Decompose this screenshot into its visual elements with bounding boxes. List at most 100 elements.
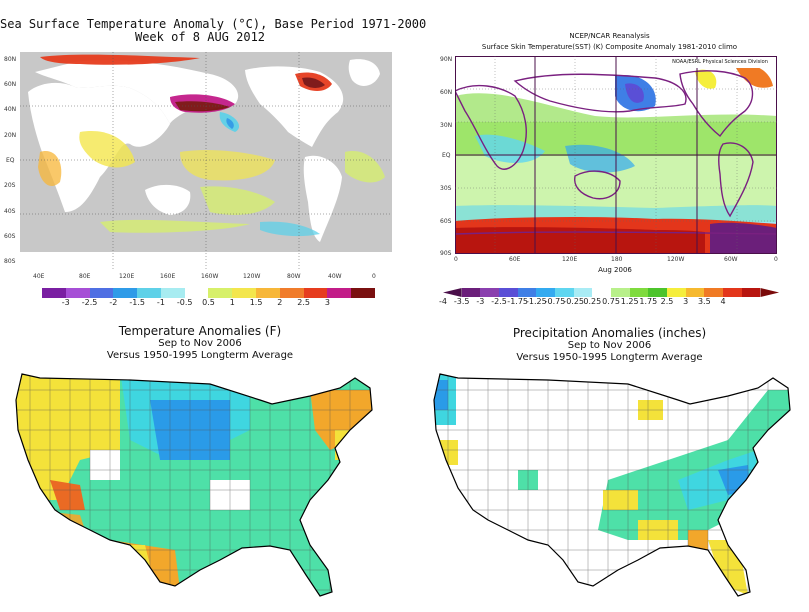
colorbar-swatch [499, 288, 518, 297]
colorbar-tick-label: 0.25 [583, 297, 602, 306]
ncep-lon-label: 0 [774, 256, 778, 263]
colorbar-swatch [480, 288, 500, 297]
colorbar-tick-label: -0.25 [563, 297, 585, 306]
sst-lon-label: 40W [328, 273, 342, 280]
precip-anomalies-map [433, 373, 791, 597]
colorbar-tick-label: -1.25 [525, 297, 547, 306]
colorbar-tick-label: 1.75 [639, 297, 658, 306]
colorbar-swatch [723, 288, 742, 297]
colorbar-swatch [351, 288, 375, 298]
sst-lat-label: 80N [4, 56, 17, 63]
precip-anomalies-subtitle: Sep to Nov 2006 [567, 340, 652, 351]
temp-anomalies-panel: Temperature Anomalies (F) Sep to Nov 200… [0, 318, 400, 612]
colorbar-swatch [760, 288, 780, 297]
ncep-lon-label: 180 [611, 256, 623, 263]
ncep-map [455, 56, 777, 254]
sst-lat-label: 40N [4, 106, 17, 113]
sst-lon-label: 160W [201, 273, 219, 280]
colorbar-swatch [685, 288, 705, 297]
temp-anomalies-map [15, 373, 373, 597]
sst-weekly-colorbar-labels: -3 -2.5 -2 -1.5 -1 -0.5 0.5 1 1.5 2 2.5 3 [42, 298, 375, 308]
colorbar-swatch [65, 288, 90, 298]
colorbar-tick-label: -2.5 [491, 297, 507, 306]
ncep-lat-label: 30S [440, 185, 452, 192]
colorbar-swatch [741, 288, 761, 297]
colorbar-swatch [184, 288, 209, 298]
colorbar-swatch [232, 288, 257, 298]
colorbar-tick-label: -0.75 [544, 297, 566, 306]
sst-lon-label: 80W [287, 273, 301, 280]
sst-weekly-title: Sea Surface Temperature Anomaly (°C), Ba… [0, 17, 427, 31]
colorbar-swatch [517, 288, 537, 297]
ncep-lon-label: 60W [724, 256, 738, 263]
precip-anomalies-subtitle2: Versus 1950-1995 Longterm Average [516, 352, 703, 363]
colorbar-tick-label: -1.75 [507, 297, 529, 306]
ncep-lon-label: 120W [667, 256, 685, 263]
sst-weekly-colorbar [42, 288, 375, 298]
colorbar-tick-label: -0.5 [176, 298, 193, 307]
precip-anomalies-title: Precipitation Anomalies (inches) [512, 326, 707, 340]
colorbar-swatch [89, 288, 114, 298]
sst-lon-label: 120W [243, 273, 261, 280]
sst-lat-label: 20S [4, 182, 16, 189]
ncep-credit: NOAA/ESRL Physical Sciences Division [672, 59, 768, 65]
ncep-date-label: Aug 2006 [598, 266, 632, 274]
sst-lat-label: 80S [4, 258, 16, 265]
sst-weekly-map [20, 52, 392, 270]
colorbar-swatch [443, 288, 462, 297]
colorbar-swatch [279, 288, 304, 298]
colorbar-tick-label: 4 [720, 297, 726, 306]
colorbar-tick-label: 3 [324, 298, 330, 307]
colorbar-swatch [648, 288, 668, 297]
sst-lon-label: 0 [372, 273, 376, 280]
colorbar-swatch [611, 288, 630, 297]
colorbar-tick-label: -1 [156, 298, 165, 307]
colorbar-swatch [113, 288, 138, 298]
colorbar-swatch [160, 288, 185, 298]
ncep-lat-label: 60S [440, 218, 452, 225]
colorbar-swatch [137, 288, 161, 298]
ncep-lat-label: 90N [440, 56, 453, 63]
precip-anomalies-panel: Precipitation Anomalies (inches) Sep to … [410, 318, 809, 612]
ncep-lon-label: 120E [562, 256, 578, 263]
colorbar-tick-label: -2 [109, 298, 118, 307]
colorbar-tick-label: 2 [277, 298, 283, 307]
colorbar-tick-label: 0.75 [602, 297, 620, 306]
colorbar-swatch [303, 288, 328, 298]
ncep-lat-label: 90S [440, 250, 452, 257]
colorbar-tick-label: 0.5 [202, 298, 215, 307]
sst-weekly-panel: Sea Surface Temperature Anomaly (°C), Ba… [0, 0, 427, 310]
sst-weekly-subtitle: Week of 8 AUG 2012 [134, 30, 266, 44]
sst-lon-label: 40E [33, 273, 45, 280]
colorbar-swatch [667, 288, 686, 297]
colorbar-tick-label: -3 [476, 297, 485, 306]
ncep-lon-label: 60E [509, 256, 521, 263]
ncep-lat-label: EQ [442, 152, 451, 159]
colorbar-swatch [573, 288, 593, 297]
sst-lon-label: 80E [79, 273, 91, 280]
ncep-reanalysis-panel: NCEP/NCAR Reanalysis Surface Skin Temper… [410, 0, 809, 310]
colorbar-tick-label: 1 [229, 298, 235, 307]
temp-anomalies-subtitle: Sep to Nov 2006 [158, 338, 242, 349]
colorbar-tick-label: -3 [61, 298, 70, 307]
colorbar-tick-label: -3.5 [453, 297, 470, 306]
ncep-lat-label: 60N [440, 89, 453, 96]
ncep-title: NCEP/NCAR Reanalysis [569, 32, 650, 40]
sst-lat-label: 60N [4, 81, 17, 88]
sst-lat-label: 20N [4, 132, 17, 139]
colorbar-swatch [536, 288, 556, 297]
colorbar-swatch [208, 288, 233, 298]
ncep-subtitle: Surface Skin Temperature(SST) (K) Compos… [481, 43, 738, 51]
colorbar-swatch [704, 288, 724, 297]
sst-lat-label: 60S [4, 233, 16, 240]
colorbar-tick-label: 1.5 [249, 298, 263, 307]
colorbar-tick-label: -2.5 [81, 298, 98, 307]
colorbar-tick-label: -4 [439, 297, 447, 306]
colorbar-tick-label: -1.5 [129, 298, 145, 307]
colorbar-tick-label: 1.25 [620, 297, 639, 306]
colorbar-tick-label: 2.5 [297, 298, 311, 307]
colorbar-tick-label: 3 [683, 297, 689, 306]
sst-lat-label: 40S [4, 208, 16, 215]
colorbar-tick-label: 2.5 [660, 297, 674, 306]
temp-anomalies-subtitle2: Versus 1950-1995 Longterm Average [106, 350, 294, 361]
